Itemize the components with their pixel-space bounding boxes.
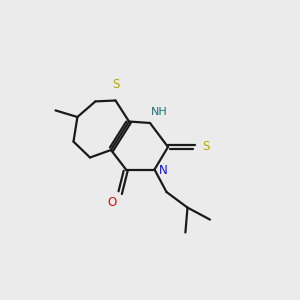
- Text: O: O: [108, 196, 117, 209]
- Text: N: N: [158, 164, 167, 178]
- Text: S: S: [112, 79, 120, 92]
- Text: S: S: [202, 140, 210, 153]
- Text: NH: NH: [151, 107, 167, 117]
